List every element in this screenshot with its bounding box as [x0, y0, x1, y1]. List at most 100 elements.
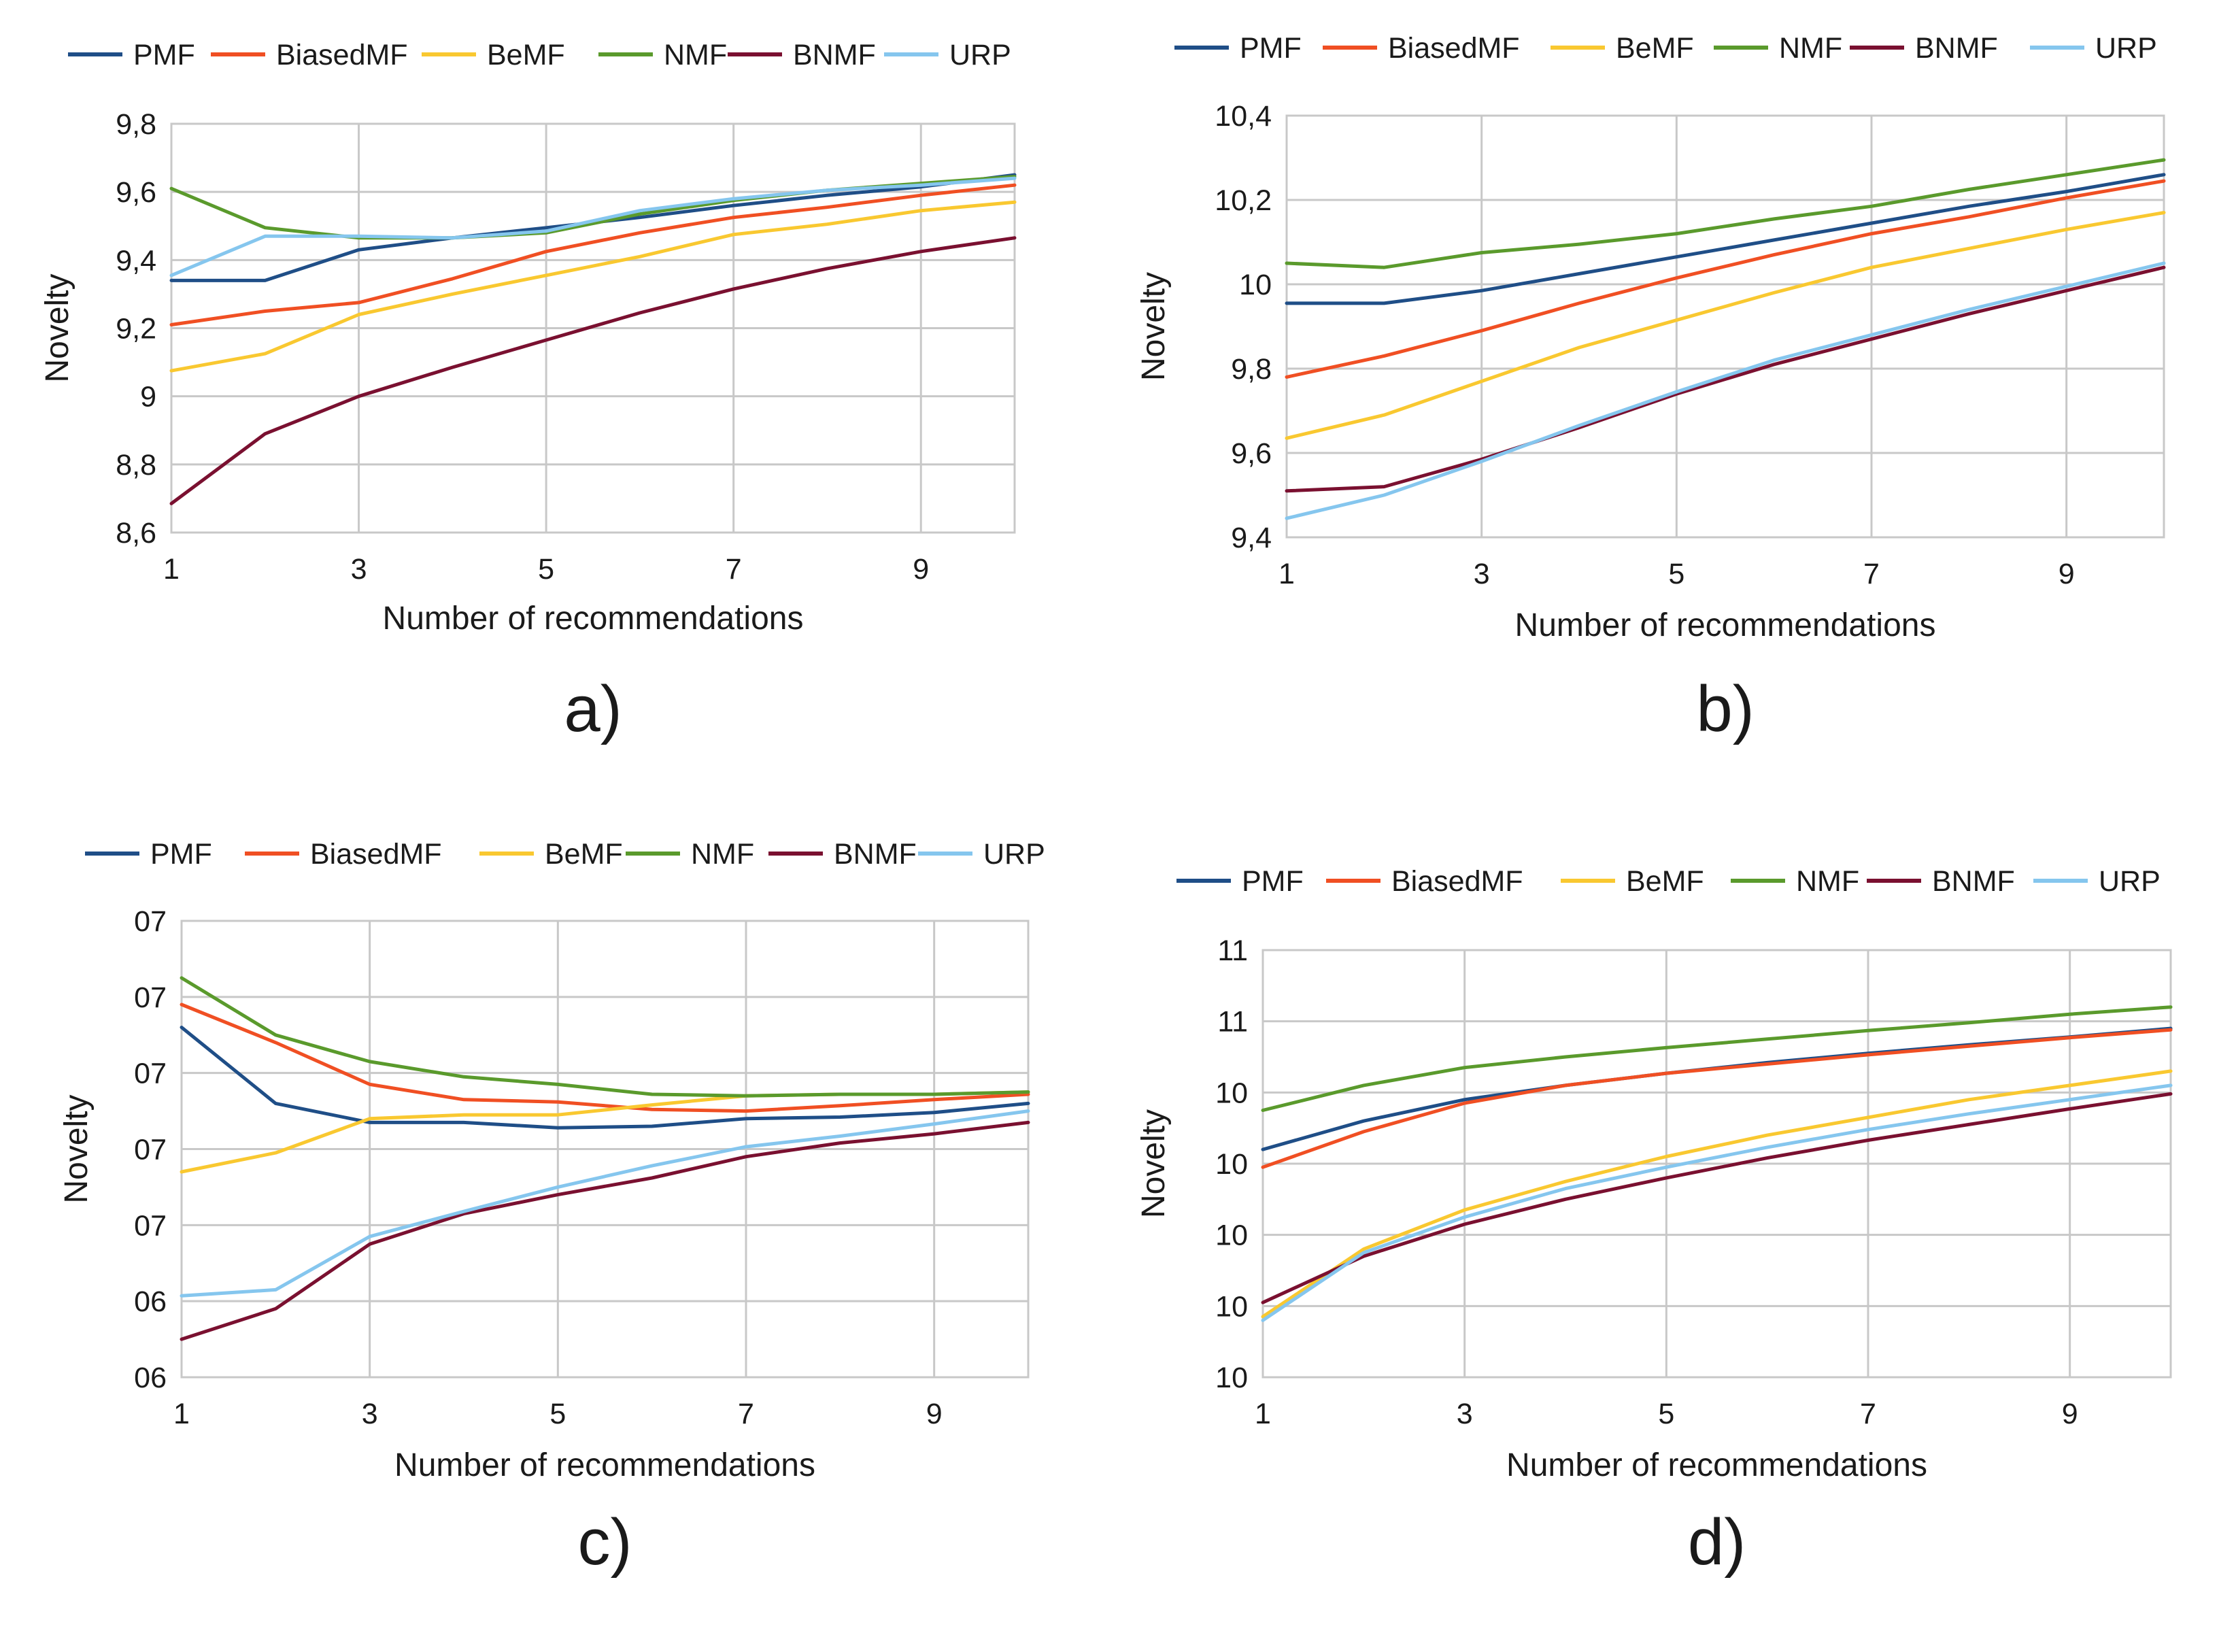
chart-b-y-tick-label: 10,4	[1215, 100, 1272, 133]
chart-d-legend-label: URP	[2099, 865, 2161, 898]
chart-d-x-tick-label: 1	[1255, 1398, 1271, 1430]
chart-a-legend-item-urp: URP	[884, 39, 1011, 71]
chart-b-legend-item-bemf: BeMF	[1551, 32, 1694, 65]
chart-b-legend-label: BeMF	[1616, 32, 1694, 65]
chart-c-y-axis-title: Novelty	[58, 1094, 95, 1203]
chart-b-series-urp-line	[1285, 261, 2166, 520]
chart-d-legend-label: BeMF	[1626, 865, 1704, 898]
chart-b-y-tick-label: 9,8	[1231, 353, 1272, 386]
chart-b-series-nmf-line	[1285, 158, 2166, 269]
chart-a-panel-label: a)	[564, 673, 622, 745]
chart-a-legend-label: URP	[949, 39, 1011, 71]
chart-c-legend-item-bnmf: BNMF	[768, 838, 917, 871]
chart-b-legend-label: NMF	[1779, 32, 1842, 65]
chart-b-x-tick-label: 9	[2059, 558, 2075, 590]
chart-c-x-tick-label: 1	[173, 1398, 190, 1430]
chart-d-y-tick-label: 11	[1217, 1006, 1248, 1039]
chart-d-series-urp-line	[1261, 1083, 2173, 1322]
chart-c-y-tick-label: 07	[134, 1134, 167, 1166]
chart-a-legend-item-bemf: BeMF	[422, 39, 565, 71]
chart-c-y-tick-label: 07	[134, 981, 167, 1014]
chart-b-y-tick-label: 9,4	[1231, 522, 1272, 554]
chart-c-legend-label: BeMF	[545, 838, 623, 871]
chart-b-legend-label: BiasedMF	[1388, 32, 1520, 65]
chart-a: 8,6 8,8 9 9,2 9,4 9,6 9,8 1 3 5 7 9 PMF BiasedMF BeMF N…	[39, 39, 1017, 745]
chart-b-legend-label: BNMF	[1915, 32, 1998, 65]
chart-b-series-bemf-line	[1285, 211, 2166, 440]
chart-c-legend-item-bemf: BeMF	[479, 838, 623, 871]
chart-d-y-axis-title: Novelty	[1136, 1109, 1172, 1218]
chart-d-x-tick-label: 9	[2062, 1398, 2078, 1430]
chart-c-legend-item-biasedmf: BiasedMF	[245, 838, 442, 871]
chart-b-series-biasedmf-line	[1285, 179, 2166, 379]
chart-a-legend-label: BeMF	[487, 39, 565, 71]
chart-c-x-tick-label: 7	[738, 1398, 754, 1430]
chart-a-x-axis-title: Number of recommendations	[383, 601, 804, 637]
chart-c-y-tick-label: 07	[134, 905, 167, 938]
chart-b-x-tick-label: 1	[1278, 558, 1295, 590]
chart-a-series-urp-line	[169, 176, 1017, 277]
chart-a-y-tick-label: 9,6	[116, 176, 156, 209]
chart-b-legend-item-nmf: NMF	[1714, 32, 1842, 65]
chart-d-series-nmf-line	[1261, 1005, 2173, 1112]
chart-c-legend-item-pmf: PMF	[85, 838, 212, 871]
chart-b-legend-item-biasedmf: BiasedMF	[1323, 32, 1520, 65]
chart-c-series-biasedmf-line	[180, 1002, 1030, 1113]
chart-a-y-tick-label: 9,8	[116, 108, 156, 141]
chart-d-x-tick-label: 3	[1457, 1398, 1473, 1430]
chart-b: 9,4 9,6 9,8 10 10,2 10,4 1 3 5 7 9 PMF BiasedMF BeMF N…	[1136, 32, 2166, 745]
chart-b-y-tick-label: 9,6	[1231, 437, 1272, 470]
chart-a-y-tick-label: 9,4	[116, 244, 156, 277]
chart-d-y-tick-label: 10	[1215, 1219, 1248, 1252]
chart-d-series-biasedmf-line	[1261, 1028, 2173, 1169]
chart-d-y-tick-label: 10	[1215, 1362, 1248, 1394]
chart-c-y-tick-label: 06	[134, 1285, 167, 1318]
chart-d-legend-label: BiasedMF	[1391, 865, 1523, 898]
chart-d-y-tick-label: 11	[1217, 934, 1248, 967]
chart-c-series-pmf-line	[180, 1026, 1030, 1130]
chart-a-legend-label: NMF	[664, 39, 727, 71]
chart-a-series-bemf-line	[169, 200, 1017, 373]
chart-d-series-bnmf-line	[1261, 1092, 2173, 1304]
chart-a-legend-item-bnmf: BNMF	[728, 39, 876, 71]
chart-b-series-pmf-line	[1285, 173, 2166, 305]
chart-c-legend-item-nmf: NMF	[626, 838, 754, 871]
chart-a-legend-label: BNMF	[793, 39, 876, 71]
chart-c-series-nmf-line	[180, 976, 1030, 1098]
chart-b-x-tick-label: 7	[1863, 558, 1880, 590]
chart-a-x-tick-label: 9	[913, 553, 929, 586]
chart-c: 06 06 07 07 07 07 07 1 3 5 7 9 PMF BiasedMF BeMF NMF BNM…	[58, 838, 1045, 1579]
chart-c-x-tick-label: 9	[926, 1398, 943, 1430]
chart-a-y-tick-label: 9	[140, 381, 156, 414]
chart-d-x-tick-label: 5	[1658, 1398, 1674, 1430]
chart-c-legend-item-urp: URP	[918, 838, 1045, 871]
chart-a-x-tick-label: 5	[538, 553, 554, 586]
chart-a-x-tick-label: 3	[351, 553, 367, 586]
chart-d-y-tick-label: 10	[1215, 1077, 1248, 1109]
chart-b-legend-label: URP	[2095, 32, 2157, 65]
chart-d-legend-label: PMF	[1242, 865, 1304, 898]
chart-d-legend-label: NMF	[1796, 865, 1859, 898]
chart-b-y-axis-title: Novelty	[1136, 272, 1172, 381]
chart-a-legend-label: PMF	[133, 39, 195, 71]
chart-c-legend-label: NMF	[691, 838, 754, 871]
chart-c-series-urp-line	[180, 1109, 1030, 1298]
chart-b-x-tick-label: 3	[1474, 558, 1490, 590]
chart-d-panel-label: d)	[1688, 1506, 1746, 1579]
chart-a-legend-item-biasedmf: BiasedMF	[211, 39, 408, 71]
chart-a-y-axis-title: Novelty	[39, 273, 75, 382]
chart-b-series-bnmf-line	[1285, 265, 2166, 493]
chart-c-series-bnmf-line	[180, 1120, 1030, 1341]
chart-c-y-tick-label: 06	[134, 1362, 167, 1394]
chart-c-x-tick-label: 3	[362, 1398, 378, 1430]
chart-b-legend-item-bnmf: BNMF	[1850, 32, 1998, 65]
chart-b-y-tick-label: 10,2	[1215, 184, 1272, 217]
chart-b-plot-area	[1285, 114, 2165, 539]
chart-c-y-tick-label: 07	[134, 1209, 167, 1242]
chart-a-legend-label: BiasedMF	[276, 39, 408, 71]
chart-a-x-tick-label: 7	[726, 553, 742, 586]
chart-b-y-tick-label: 10	[1239, 269, 1272, 301]
chart-b-x-axis-title: Number of recommendations	[1515, 607, 1936, 643]
chart-d-y-tick-label: 10	[1215, 1290, 1248, 1323]
